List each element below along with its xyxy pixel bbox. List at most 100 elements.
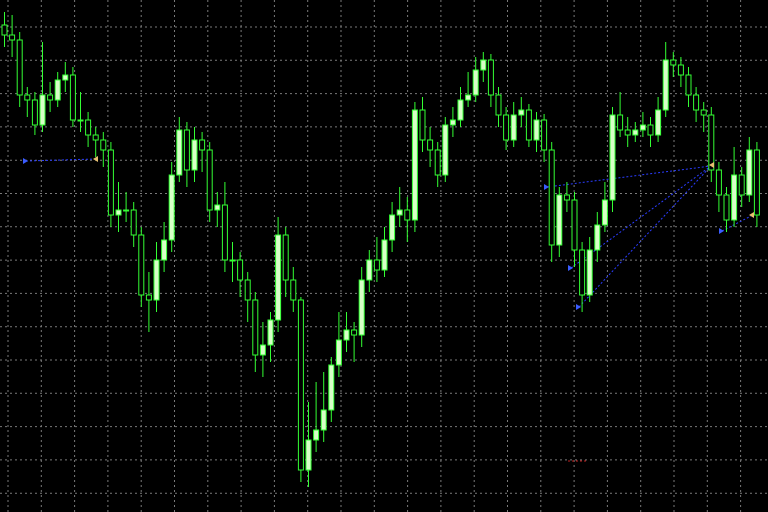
candle-body: [183, 129, 190, 171]
candle-body: [503, 114, 510, 141]
candle-body: [389, 214, 396, 241]
trade-arrow: [544, 184, 549, 190]
candle-body: [9, 34, 16, 41]
candle-body: [328, 364, 335, 411]
candle-body: [313, 429, 320, 441]
candle-body: [434, 149, 441, 176]
candle-body: [130, 209, 137, 236]
candle-body: [533, 119, 540, 141]
candle-body: [449, 119, 456, 126]
trade-arrows: [23, 156, 754, 462]
candle-body: [685, 74, 692, 96]
candle-body: [115, 209, 122, 216]
trade-arrow: [719, 228, 724, 234]
candle-body: [358, 279, 365, 336]
trade-line: [570, 165, 712, 269]
candle-body: [693, 94, 700, 111]
candle-body: [594, 224, 601, 251]
candle-body: [563, 194, 570, 201]
candle-body: [556, 194, 563, 246]
candle-body: [77, 119, 84, 122]
candle-body: [404, 209, 411, 221]
candle-body: [320, 409, 327, 431]
candle-body: [221, 204, 228, 261]
candle-body: [62, 74, 69, 81]
candle-body: [229, 259, 236, 262]
candle-body: [381, 239, 388, 271]
candle-body: [366, 259, 373, 281]
candle-body: [335, 339, 342, 366]
candle-body: [100, 139, 107, 151]
candle-body: [677, 64, 684, 76]
candle-body: [617, 114, 624, 131]
candle-body: [373, 259, 380, 271]
candle-body: [442, 124, 449, 176]
candle-body: [176, 129, 183, 176]
candle-body: [427, 139, 434, 151]
candle-body: [465, 94, 472, 101]
candle-body: [396, 209, 403, 216]
candle-body: [586, 249, 593, 296]
candle-body: [351, 329, 358, 336]
candle-body: [670, 59, 677, 66]
candle-body: [639, 124, 646, 131]
trade-arrow: [749, 212, 754, 218]
candle-body: [525, 109, 532, 141]
trade-line: [25, 158, 96, 162]
candle-body: [510, 114, 517, 141]
candle-body: [343, 329, 350, 341]
candle-body: [746, 149, 753, 196]
candle-body: [579, 249, 586, 296]
candle-body: [92, 134, 99, 141]
candle-body: [723, 194, 730, 221]
candle-body: [24, 94, 31, 101]
candle-body: [571, 199, 578, 251]
candle-body: [237, 259, 244, 281]
candle-body: [457, 99, 464, 121]
candle-body: [662, 59, 669, 111]
candle-body: [753, 149, 760, 216]
candle-body: [267, 319, 274, 346]
candle-body: [16, 39, 23, 96]
candle-body: [282, 234, 289, 281]
candle-body: [472, 69, 479, 96]
trade-arrow: [568, 265, 573, 271]
candle-body: [738, 174, 745, 196]
candle-body: [1, 24, 8, 36]
candle-body: [54, 79, 61, 101]
trade-arrow: [709, 162, 714, 168]
candle-body: [123, 209, 130, 212]
candle-body: [69, 74, 76, 121]
candle-body: [487, 59, 494, 96]
candle-body: [39, 94, 46, 126]
candle-body: [647, 124, 654, 136]
candle-body: [518, 109, 525, 116]
candle-body: [214, 204, 221, 211]
candle-body: [138, 234, 145, 296]
candle-body: [548, 149, 555, 246]
candle-body: [47, 94, 54, 101]
candle-body: [153, 259, 160, 301]
candle-body: [495, 94, 502, 116]
candle-body: [191, 139, 198, 171]
candle-body: [31, 99, 38, 126]
candle-body: [297, 299, 304, 471]
candle-body: [715, 169, 722, 196]
candle-body: [199, 139, 206, 151]
candle-body: [145, 294, 152, 301]
candle-body: [305, 439, 312, 471]
candle-body: [259, 344, 266, 356]
candle-body: [244, 279, 251, 301]
candle-body: [85, 119, 92, 136]
candle-body: [632, 129, 639, 136]
candle-body: [290, 279, 297, 301]
candle-body: [708, 114, 715, 171]
candle-body: [419, 109, 426, 141]
candles: [1, 12, 760, 487]
candle-body: [624, 129, 631, 136]
candle-body: [275, 234, 282, 321]
candle-body: [161, 239, 168, 261]
candle-body: [206, 149, 213, 211]
candle-body: [107, 149, 114, 216]
